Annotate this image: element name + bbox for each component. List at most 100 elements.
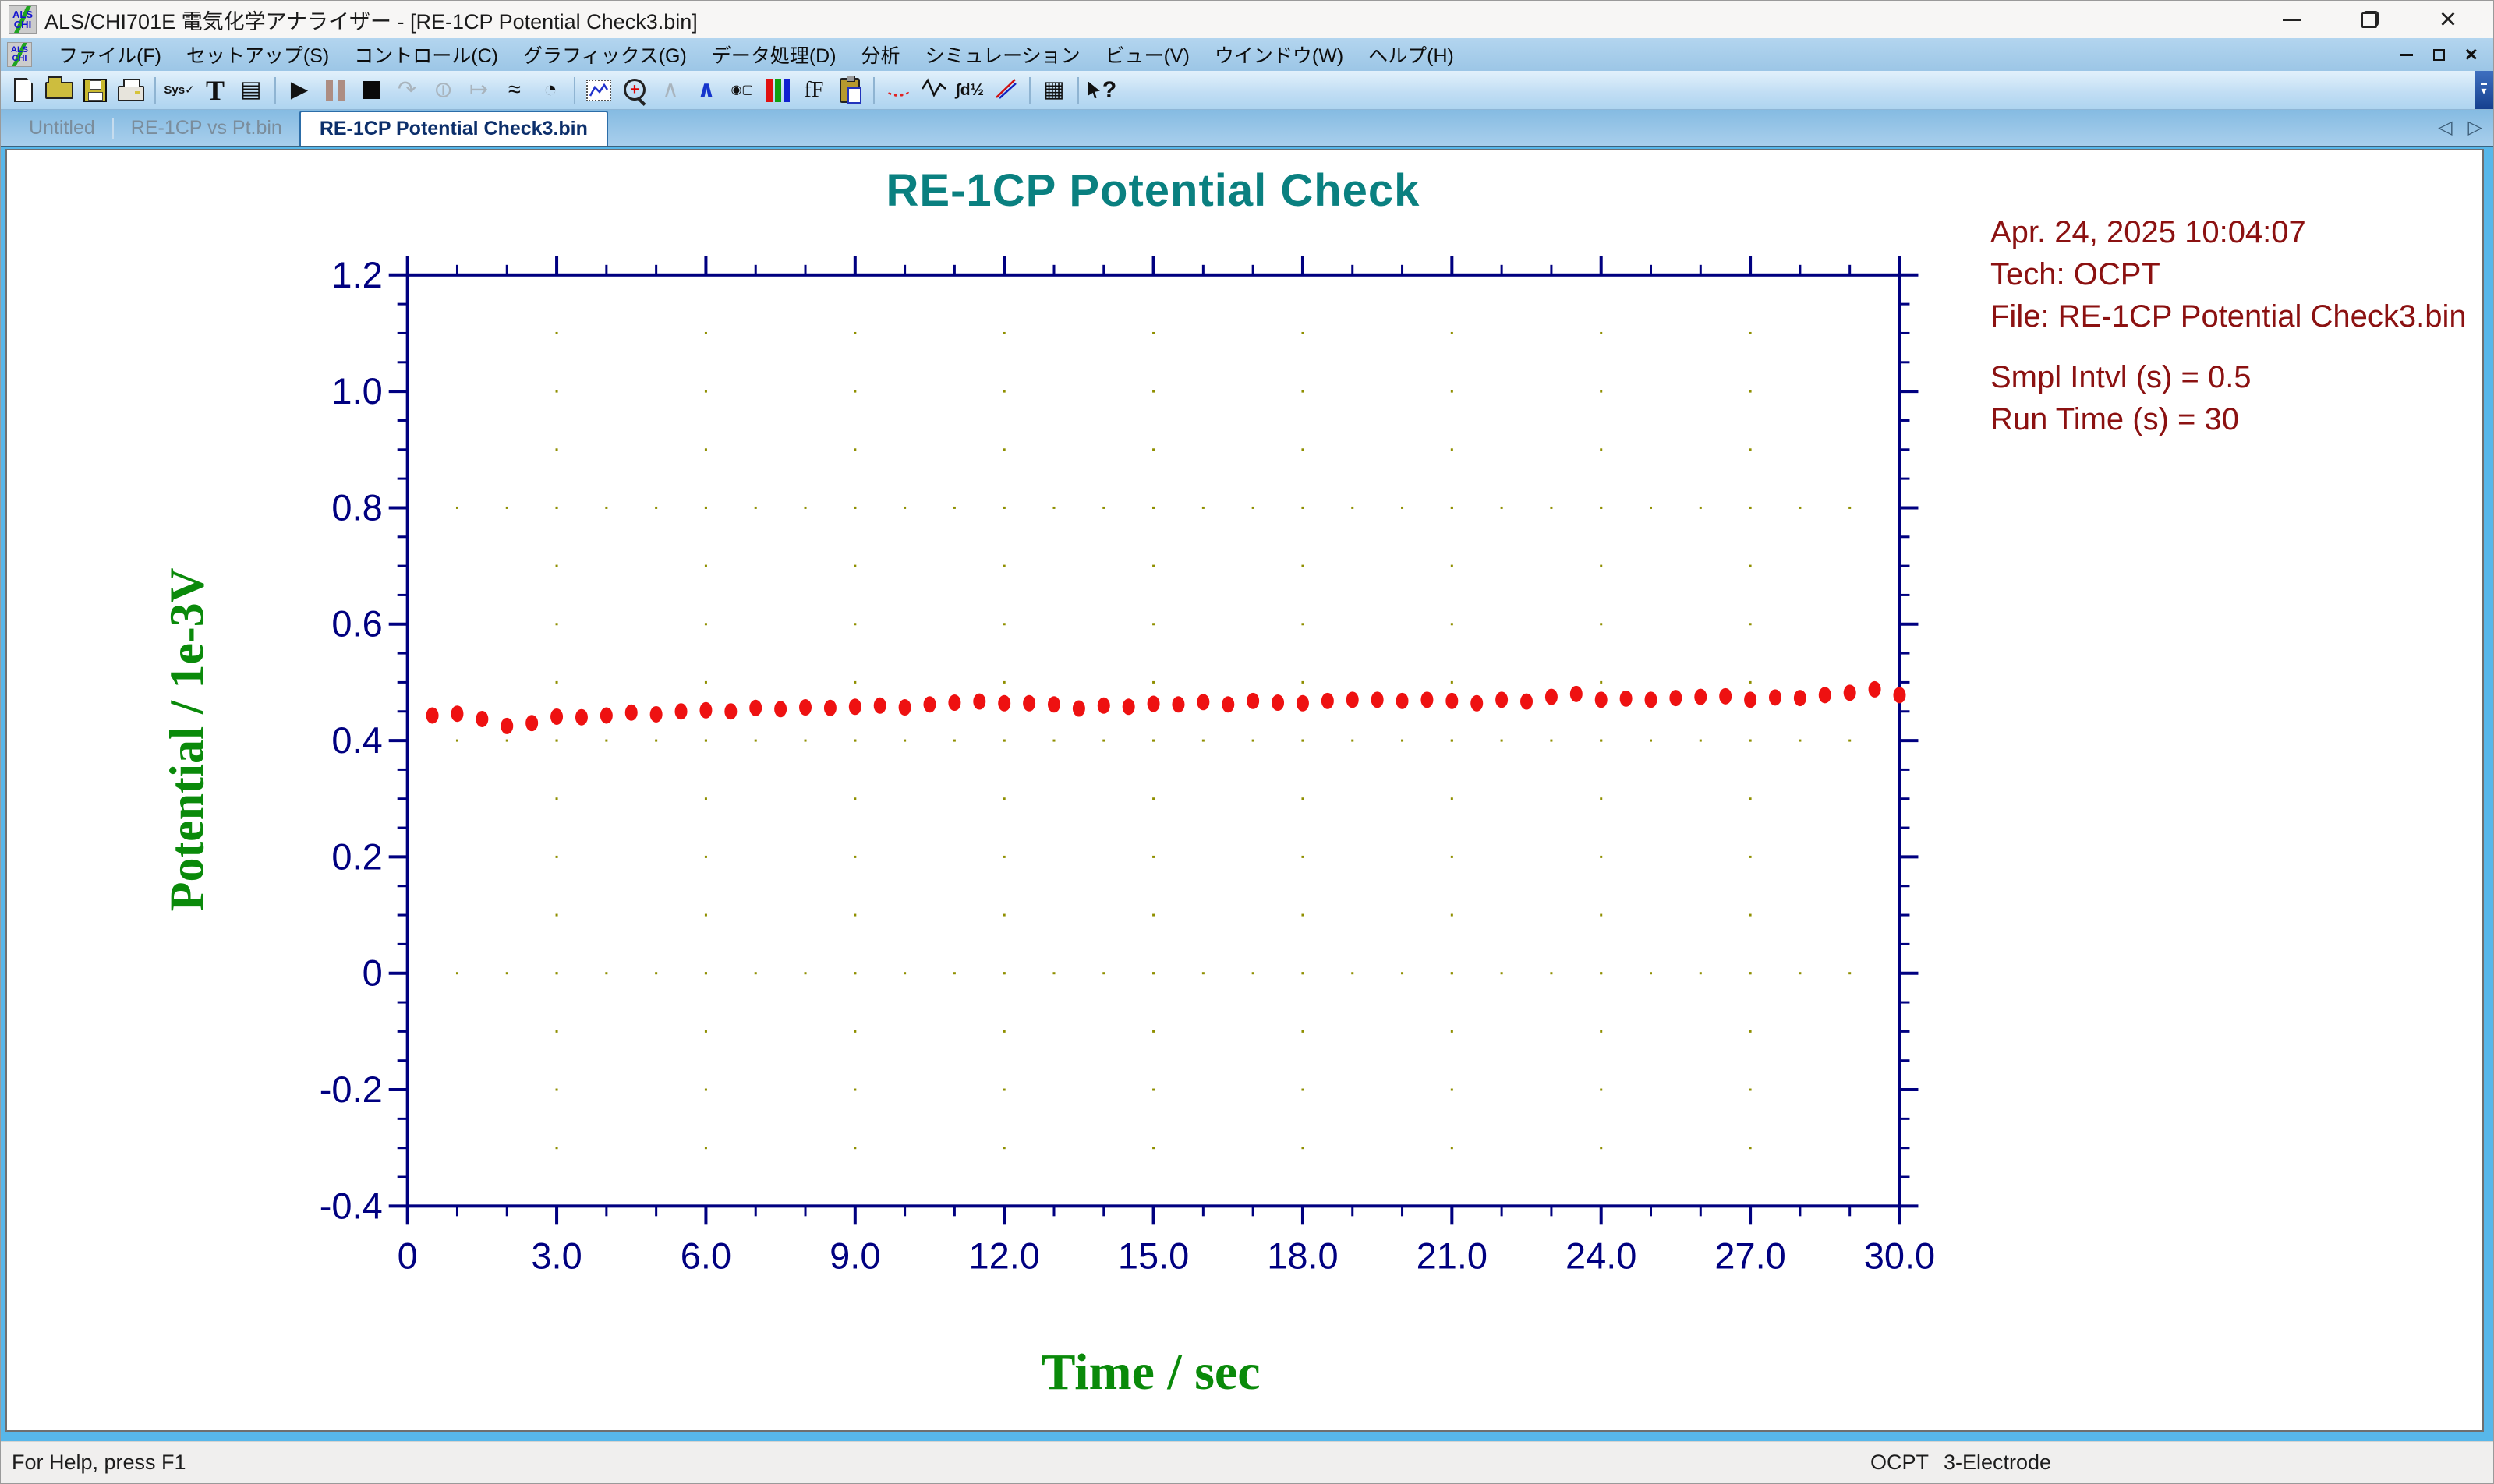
mdi-restore-icon [2432,48,2445,61]
mdi-close-button[interactable]: × [2465,44,2478,65]
clipboard-icon [840,75,861,104]
svg-text:21.0: 21.0 [1417,1235,1488,1276]
app-icon: ALS CHI [9,5,37,34]
info-sample-interval: Smpl Intvl (s) = 0.5 [1990,360,2252,394]
toolbar-separator [574,76,575,104]
repeat-run-button[interactable]: ↦ [461,73,497,108]
chart-title: RE-1CP Potential Check [886,165,1420,216]
toolbar-overflow-button[interactable]: ▾ [2475,71,2493,109]
close-button[interactable]: × [2431,4,2465,35]
minimize-button[interactable] [2275,4,2309,35]
app-icon-text-top: ALS [12,9,33,20]
tab-scroll-right-icon[interactable]: ▷ [2467,117,2482,138]
document-tab-bar: Untitled RE-1CP vs Pt.bin RE-1CP Potenti… [1,110,2493,146]
copy-to-clipboard-button[interactable] [832,73,868,108]
reverse-scan-button[interactable]: ↷ [389,73,425,108]
chart-canvas[interactable]: 0 3.0 6.0 9.0 12.0 15.0 18.0 21.0 24.0 27.0 30.0 -0… [5,149,2484,1432]
status-technique: OCPT [1870,1450,1930,1474]
mdi-restore-button[interactable] [2432,48,2445,61]
menu-file[interactable]: ファイル(F) [58,45,161,67]
restore-icon [2361,11,2379,28]
window-title: ALS/CHI701E 電気化学アナライザー - [RE-1CP Potenti… [44,9,698,34]
peak-gray-button[interactable]: ∧ [653,73,688,108]
help-pointer-icon: ? [1088,78,1116,102]
svg-text:3.0: 3.0 [531,1235,582,1276]
menu-view[interactable]: ビュー(V) [1105,45,1190,67]
present-data-plot-button[interactable] [581,73,617,108]
save-button[interactable] [77,73,113,108]
open-folder-icon [45,76,73,99]
svg-text:12.0: 12.0 [969,1235,1040,1276]
derivative-wave-icon [921,77,946,103]
reverse-arrow-icon: ↷ [397,77,417,102]
cell-timer-button[interactable]: ◔ [532,73,568,108]
pause-button[interactable] [317,73,353,108]
menu-simulation[interactable]: シミュレーション [925,45,1081,67]
context-help-button[interactable]: ? [1084,73,1120,108]
info-file: File: RE-1CP Potential Check3.bin [1990,299,2467,334]
rgb-bars-icon [766,78,790,102]
color-legend-button[interactable] [760,73,796,108]
open-file-button[interactable] [41,73,77,108]
zoom-in-button[interactable] [617,73,653,108]
tab-scroll-left-icon[interactable]: ◁ [2438,117,2453,138]
tab-separator [111,118,114,139]
info-technique: Tech: OCPT [1990,257,2160,292]
toolbar-separator [274,76,276,104]
step-arrow-icon: ↦ [469,77,489,102]
baseline-fit-button[interactable] [988,73,1024,108]
text-annotation-button[interactable]: T [197,73,233,108]
peak-definition-button[interactable]: ∧ [688,73,724,108]
data-table-icon: ▦ [1043,77,1065,102]
stop-button[interactable] [353,73,389,108]
text-tool-icon: T [205,74,225,106]
x-axis-title: Time / sec [1041,1344,1261,1401]
toolbar-separator [873,76,875,104]
experiment-info: Apr. 24, 2025 10:04:07 Tech: OCPT File: … [1990,211,2467,440]
menu-control[interactable]: コントロール(C) [354,45,498,67]
run-experiment-button[interactable]: ▶ [281,73,317,108]
toolbar-separator [154,76,156,104]
hold-icon: ⊖ [430,80,456,100]
data-listing-button[interactable]: ▦ [1036,73,1072,108]
tab-re1cp-vs-pt[interactable]: RE-1CP vs Pt.bin [130,117,282,139]
print-button[interactable] [113,73,149,108]
data-info-window-button[interactable]: ▤ [233,73,269,108]
info-run-time: Run Time (s) = 30 [1990,402,2240,436]
svg-text:0.6: 0.6 [331,603,382,645]
hold-button[interactable]: ⊖ [425,73,461,108]
new-file-button[interactable] [5,73,41,108]
toolbar-separator [1077,76,1079,104]
mdi-close-icon: × [2464,42,2478,66]
graph-options-button[interactable]: ◉▢ [724,73,760,108]
new-file-icon [14,78,33,102]
system-setup-button[interactable]: Sys✓ [161,73,197,108]
svg-text:0.4: 0.4 [331,719,382,761]
mdi-minimize-button[interactable] [2400,53,2413,56]
menu-graphics[interactable]: グラフィックス(G) [522,45,687,67]
integration-button[interactable]: ∫d½ [952,73,988,108]
menu-analysis[interactable]: 分析 [861,45,900,67]
svg-text:0: 0 [398,1235,418,1276]
svg-text:1.2: 1.2 [331,254,382,295]
smoothing-button[interactable] [880,73,916,108]
svg-text:30.0: 30.0 [1864,1235,1935,1276]
menu-help[interactable]: ヘルプ(H) [1368,45,1454,67]
toolbar: Sys✓ T ▤ ▶ ↷ ⊖ ↦ ≈ ◔ ∧ ∧ ◉▢ fF ∫d½ [1,71,2493,110]
tab-re1cp-potential-check3[interactable]: RE-1CP Potential Check3.bin [299,111,608,146]
menu-window[interactable]: ウインドウ(W) [1214,45,1344,67]
mdi-minimize-icon [2400,53,2413,56]
timer-icon: ◔ [543,77,557,102]
menu-data-processing[interactable]: データ処理(D) [711,45,837,67]
tab-untitled[interactable]: Untitled [29,117,95,139]
document-icon[interactable]: ALS CHI [7,42,32,67]
font-settings-button[interactable]: fF [796,73,832,108]
menu-setup[interactable]: セットアップ(S) [186,45,330,67]
integral-icon: ∫d½ [955,81,985,99]
restore-button[interactable] [2353,4,2387,35]
info-datetime: Apr. 24, 2025 10:04:07 [1990,215,2306,249]
ir-compensation-button[interactable]: ≈ [497,73,532,108]
list-window-icon: ▤ [240,77,262,102]
derivative-button[interactable] [916,73,952,108]
system-check-icon: Sys✓ [164,83,195,97]
